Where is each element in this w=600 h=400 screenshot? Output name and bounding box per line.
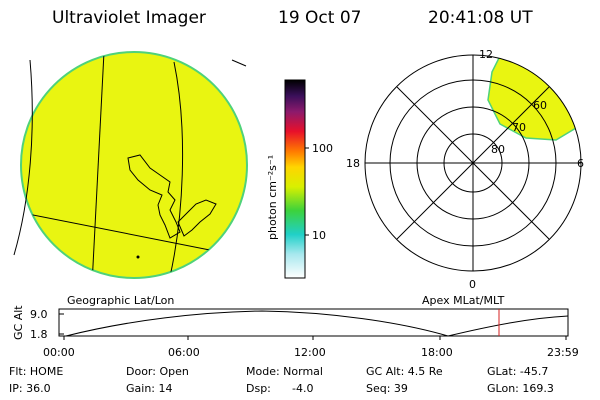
right-panel-label: Apex MLat/MLT — [422, 294, 505, 307]
geographic-latitude: GLat: -45.7 — [487, 365, 549, 378]
parallel-line — [21, 211, 241, 257]
flight-status: Flt: HOME — [9, 365, 64, 378]
coastline — [127, 154, 181, 239]
gain-value: Gain: 14 — [126, 382, 173, 395]
mlt-label: 6 — [577, 157, 584, 170]
colorbar: 100 10 photon cm⁻²s⁻¹ — [266, 79, 333, 279]
altitude-ytick: 9.0 — [30, 308, 48, 321]
earth-disk — [20, 51, 248, 279]
time-tick: 06:00 — [168, 346, 200, 359]
door-status: Door: Open — [126, 365, 189, 378]
sequence-number: Seq: 39 — [366, 382, 408, 395]
meridian-line — [91, 52, 105, 278]
altitude-curve — [65, 310, 569, 337]
altitude-ylabel: GC Alt — [12, 305, 25, 340]
altitude-ytick: 1.8 — [30, 328, 48, 341]
instrument-title: Ultraviolet Imager — [52, 8, 206, 28]
auroral-emission — [487, 55, 581, 141]
geographic-image — [13, 51, 248, 279]
grid-line — [13, 59, 33, 256]
colorbar-scale — [284, 79, 306, 279]
coastline — [177, 199, 217, 237]
mode-status: Mode: Normal — [246, 365, 323, 378]
time-tick: 00:00 — [43, 346, 75, 359]
meridian-line — [167, 61, 184, 278]
polar-plot: 12 18 6 0 60 70 80 — [346, 48, 584, 291]
colorbar-unit-label: photon cm⁻²s⁻¹ — [266, 155, 279, 240]
mlt-axis — [396, 86, 550, 240]
geographic-longitude: GLon: 169.3 — [487, 382, 554, 395]
grid-line — [231, 59, 247, 67]
mlt-label: 18 — [346, 157, 360, 170]
lat-label: 80 — [491, 143, 505, 156]
time-tick: 18:00 — [421, 346, 453, 359]
station-marker — [136, 255, 140, 259]
mlt-label: 0 — [469, 278, 476, 291]
ip-value: IP: 36.0 — [9, 382, 51, 395]
time-tick: 23:59 — [547, 346, 579, 359]
time-label: 20:41:08 UT — [428, 8, 533, 28]
gc-altitude: GC Alt: 4.5 Re — [366, 365, 443, 378]
mlt-label: 12 — [479, 48, 493, 61]
date-label: 19 Oct 07 — [278, 8, 362, 28]
altitude-plot: GC Alt 9.0 1.8 00:00 06:00 12:00 18:00 2… — [12, 305, 579, 359]
time-tick: 12:00 — [294, 346, 326, 359]
dsp-label: Dsp: — [246, 382, 271, 395]
dsp-value: -4.0 — [292, 382, 314, 395]
left-panel-label: Geographic Lat/Lon — [67, 294, 174, 307]
lat-label: 70 — [512, 121, 526, 134]
lat-label: 60 — [533, 99, 547, 112]
colorbar-tick-label: 10 — [312, 229, 326, 242]
colorbar-tick-label: 100 — [312, 142, 333, 155]
